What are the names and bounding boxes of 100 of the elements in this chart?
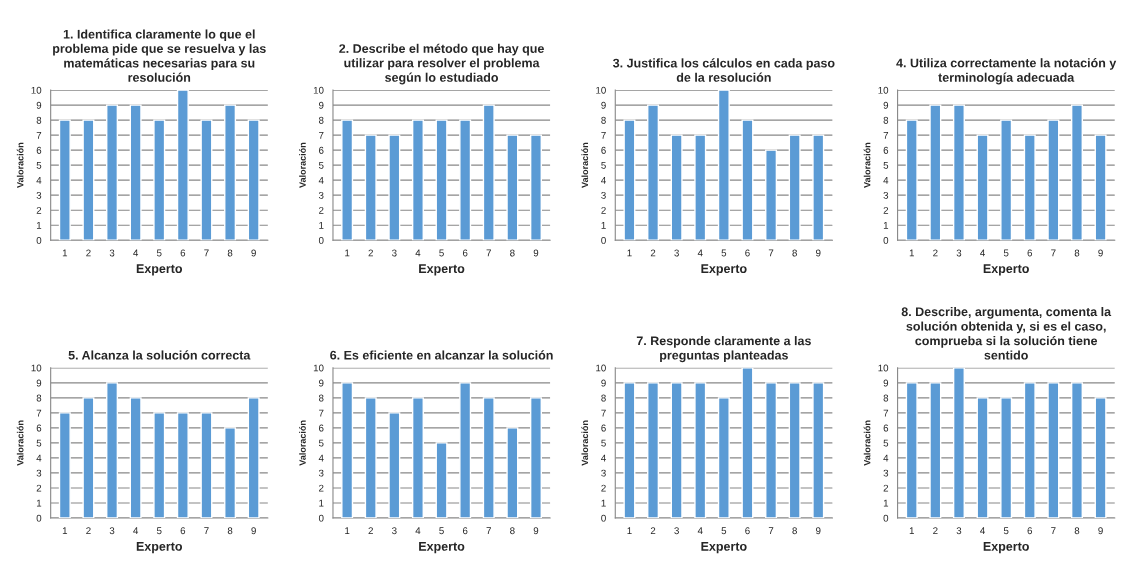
y-tick-label: 5 [601,439,606,447]
y-tick-label: 6 [883,424,889,432]
x-tick-label: 9 [816,527,821,535]
x-tick-label: 1 [345,249,350,257]
bar [717,90,730,241]
y-tick-label: 3 [601,191,606,199]
x-tick-label: 4 [980,249,985,257]
y-tick-label: 10 [313,86,324,94]
bar [765,382,778,518]
y-axis-title: Valoración [299,420,306,466]
x-tick-label: 5 [439,527,444,535]
x-tick-label: 9 [251,249,256,257]
y-tick-label: 2 [36,484,42,492]
y-tick-label: 10 [31,364,42,372]
bar [741,119,754,241]
x-tick-label: 5 [156,249,162,257]
x-tick-label: 4 [697,527,703,535]
y-tick-label: 5 [318,439,324,447]
bar [1047,382,1060,518]
y-axis-title: Valoración [581,420,589,466]
y-tick-label: 6 [36,424,42,432]
bar [388,412,401,518]
bar [788,382,801,518]
x-tick-label: 6 [462,527,468,535]
y-tick-label: 5 [883,161,889,169]
x-tick-label: 6 [180,527,186,535]
y-tick-label: 4 [601,176,606,184]
y-axis-title: Valoración [581,142,589,188]
bar [647,104,660,241]
bar [905,119,918,241]
x-tick-label: 2 [933,249,938,257]
bar [929,382,942,518]
x-tick-label: 3 [109,527,115,535]
bar [106,104,119,241]
bar [364,134,377,241]
x-tick-label: 3 [109,249,115,257]
chart-title: 5. Alcanza la solución correcta [68,350,251,360]
bar [529,134,542,241]
x-tick-label: 2 [650,249,656,257]
bar [506,134,519,241]
bar [717,397,730,518]
y-tick-label: 6 [319,146,324,154]
x-tick-label: 1 [909,527,914,535]
x-tick-label: 2 [933,527,938,535]
y-tick-label: 1 [319,222,324,229]
y-tick-label: 10 [313,364,324,372]
bar [976,397,989,518]
bar [58,119,71,241]
x-tick-label: 4 [697,249,703,257]
bar [364,397,377,518]
y-tick-label: 8 [883,394,889,402]
y-axis-title: Valoración [863,420,871,466]
y-tick-label: 7 [36,409,42,417]
y-tick-label: 8 [318,394,324,402]
x-tick-label: 8 [792,527,797,535]
y-tick-label: 4 [883,454,889,462]
bar [435,442,448,518]
bar [459,119,472,241]
y-tick-label: 0 [601,514,606,522]
y-tick-label: 0 [883,514,889,522]
y-tick-label: 5 [883,439,889,447]
x-tick-label: 9 [251,527,256,535]
bar [1070,382,1083,518]
y-tick-label: 6 [319,424,324,432]
x-tick-label: 9 [816,249,821,257]
y-tick-label: 7 [601,131,606,139]
y-tick-label: 0 [318,236,324,244]
x-tick-label: 4 [415,527,421,535]
x-tick-label: 1 [62,249,68,257]
x-tick-label: 8 [1074,249,1080,257]
bar [1000,397,1013,518]
bar [1094,134,1107,241]
x-tick-label: 3 [392,527,397,535]
y-tick-label: 1 [36,222,42,229]
y-axis-title: Valoración [299,142,306,188]
x-tick-label: 6 [745,527,750,535]
y-tick-label: 10 [878,86,889,94]
bar [153,119,166,241]
x-axis-title: Experto [983,542,1029,554]
y-tick-label: 7 [319,131,324,139]
bar [106,382,119,518]
y-tick-label: 4 [36,176,42,184]
bar [694,134,707,241]
bar [176,90,189,241]
bar [82,119,95,241]
x-axis-title: Experto [136,542,183,554]
bar [812,134,825,241]
x-tick-label: 7 [486,249,491,257]
x-axis-title: Experto [983,264,1029,276]
y-tick-label: 0 [318,514,324,522]
x-tick-label: 1 [62,527,68,535]
bar [670,134,683,241]
y-tick-label: 2 [319,484,324,492]
x-axis-title: Experto [419,542,465,554]
x-axis-title: Experto [701,542,747,554]
bar [670,382,683,518]
bar [1000,119,1013,241]
y-tick-label: 9 [319,379,324,387]
y-tick-label: 8 [36,394,42,402]
x-tick-label: 5 [1003,527,1009,535]
